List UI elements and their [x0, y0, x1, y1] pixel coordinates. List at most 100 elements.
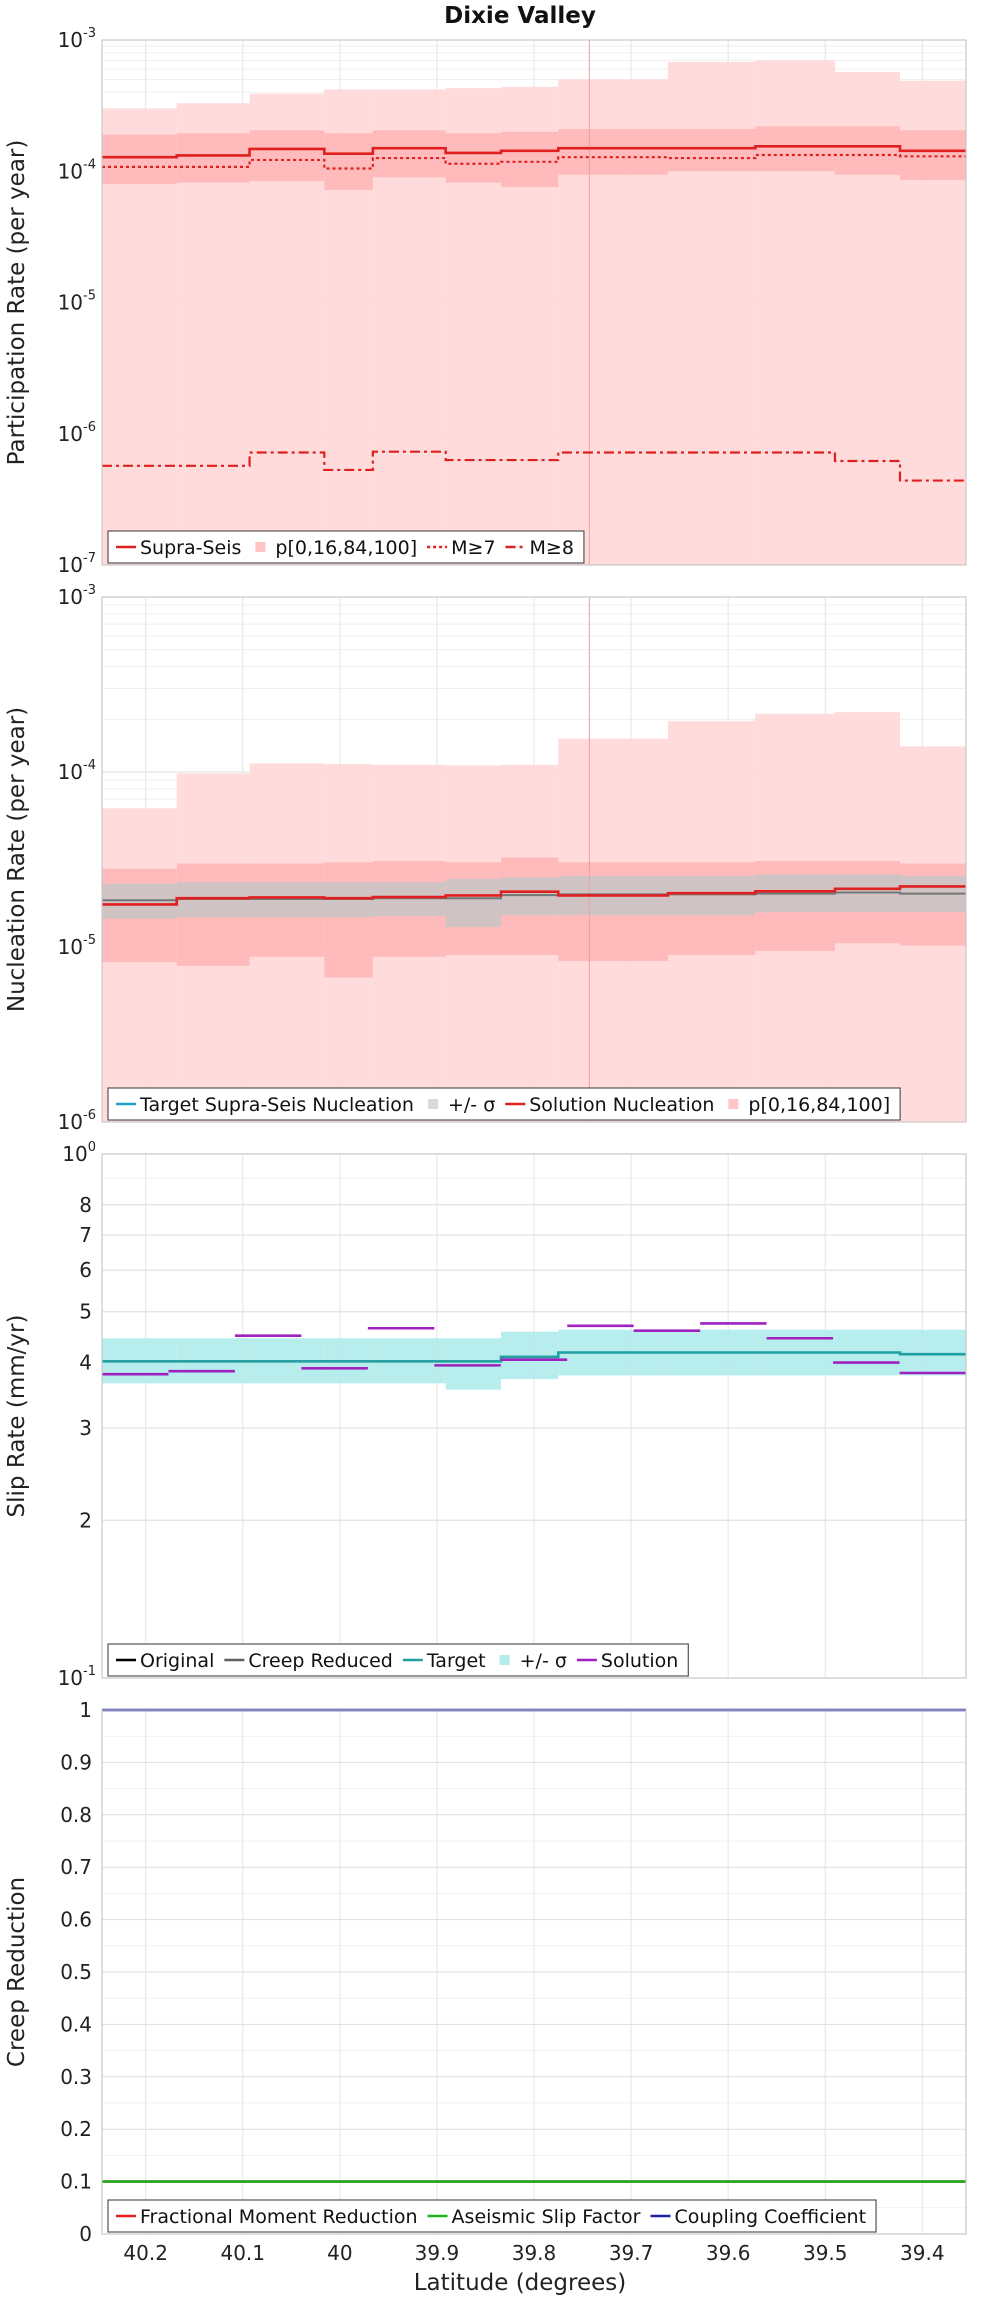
- legend-label: M≥7: [451, 537, 495, 559]
- y-tick-label: 10-5: [58, 933, 96, 959]
- y-tick-label: 2: [79, 1508, 92, 1532]
- legend-label: Creep Reduced: [248, 1650, 392, 1672]
- band-2-0: [899, 1329, 966, 1376]
- legend-label: Original: [140, 1650, 214, 1672]
- legend-swatch: [499, 1655, 510, 1665]
- y-tick-label: 3: [79, 1416, 92, 1440]
- y-tick-label: 1: [79, 1698, 92, 1722]
- y-tick-label: 10-5: [58, 289, 96, 315]
- band-0-1: [102, 134, 177, 184]
- band-2-0: [445, 1338, 501, 1390]
- band-0-1: [176, 133, 250, 183]
- x-tick-label: 39.8: [512, 2241, 557, 2265]
- legend-swatch: [728, 1099, 739, 1109]
- band-0-1: [899, 130, 966, 180]
- y-tick-label: 6: [79, 1258, 92, 1282]
- x-tick-label: 40.1: [220, 2241, 265, 2265]
- series-0-2: [102, 450, 966, 482]
- y-tick-label: 5: [79, 1300, 92, 1324]
- band-0-1: [834, 126, 900, 175]
- plot-frame: [101, 1709, 967, 2235]
- creep-reduction-panel: 0 0.1 0.2 0.3 0.4 0.5 0.6 0.7 0.8 0.9 1 Creep Reduc…: [4, 1698, 967, 2265]
- x-tick-label: 39.9: [415, 2241, 460, 2265]
- y-tick-label: 10-3: [58, 583, 96, 609]
- y-tick-label: 10-6: [58, 1108, 96, 1134]
- y-tick-label: 10-6: [58, 420, 96, 446]
- legend-label: +/- σ: [448, 1094, 495, 1116]
- series-0-0: [102, 144, 966, 159]
- x-tick-label: 39.5: [803, 2241, 848, 2265]
- y-tick-label: 10-4: [58, 758, 96, 784]
- y-tick-label: 10-4: [58, 157, 96, 183]
- y-tick-label: 0.7: [60, 1855, 92, 1879]
- x-tick-label: 40.2: [123, 2241, 168, 2265]
- figure-title: Dixie Valley: [444, 3, 596, 29]
- y-tick-label: 8: [79, 1193, 92, 1217]
- y-axis-label: Creep Reduction: [4, 1877, 30, 2067]
- band-0-1: [755, 126, 835, 172]
- band-0-1: [500, 131, 559, 187]
- y-tick-label: 0.6: [60, 1908, 92, 1932]
- band-0-1: [372, 130, 446, 178]
- y-tick-label: 4: [79, 1351, 92, 1375]
- legend-label: Coupling Coefficient: [674, 2206, 866, 2228]
- y-tick-label: 10-7: [58, 551, 96, 577]
- legend-label: Aseismic Slip Factor: [452, 2206, 641, 2228]
- band-0-1: [558, 128, 668, 175]
- band-2-0: [500, 1331, 559, 1380]
- y-axis-label: Slip Rate (mm/yr): [4, 1315, 30, 1518]
- legend-label: M≥8: [530, 537, 574, 559]
- legend: Fractional Moment Reduction Aseismic Slip…: [107, 2199, 877, 2233]
- plot-frame: [101, 39, 967, 566]
- series-1-1: [102, 885, 966, 906]
- band-1-2: [500, 877, 559, 916]
- legend-label: Supra-Seis: [140, 537, 241, 559]
- band-0-1: [667, 128, 756, 172]
- legend-label: Target Supra-Seis Nucleation: [139, 1094, 414, 1116]
- series-2-2: [102, 1351, 966, 1363]
- x-axis-label: Latitude (degrees): [414, 2270, 627, 2296]
- legend-box: [107, 2199, 877, 2233]
- y-tick-label: 0.1: [60, 2170, 92, 2194]
- legend-box: [107, 1087, 901, 1121]
- y-axis-label: Nucleation Rate (per year): [4, 707, 30, 1012]
- band-0-0: [102, 108, 177, 565]
- slip-rate-panel: 10-1 2 3 4 5 6 7 8 100 Slip Rate (mm/yr) Original C…: [4, 1140, 967, 1690]
- band-0-1: [249, 130, 325, 182]
- band-0-1: [324, 133, 373, 190]
- nucleation-rate-panel: 10-6 10-5 10-4 10-3 Nucleation Rate (per yea…: [4, 583, 967, 1134]
- y-tick-label: 0.2: [60, 2117, 92, 2141]
- participation-rate-panel: 10-7 10-6 10-5 10-4 10-3 Participation Rate (…: [4, 26, 967, 577]
- legend-label: p[0,16,84,100]: [275, 537, 417, 559]
- legend-label: p[0,16,84,100]: [748, 1094, 890, 1116]
- legend-label: Solution: [601, 1650, 678, 1672]
- x-tick-label: 40: [327, 2241, 352, 2265]
- band-1-0: [102, 808, 177, 1122]
- y-tick-label: 10-1: [58, 1664, 96, 1690]
- y-tick-label: 0.5: [60, 1960, 92, 1984]
- plot-frame: [101, 596, 967, 1123]
- legend-swatch: [255, 542, 266, 552]
- x-tick-label: 39.6: [706, 2241, 751, 2265]
- x-tick-label: 39.4: [900, 2241, 945, 2265]
- legend-swatch: [427, 1099, 438, 1109]
- legend-box: [107, 530, 585, 564]
- legend-label: Solution Nucleation: [529, 1094, 714, 1116]
- legend-label: +/- σ: [520, 1650, 567, 1672]
- band-1-2: [445, 878, 501, 928]
- y-tick-label: 7: [79, 1223, 92, 1247]
- band-1-2: [667, 875, 756, 916]
- legend: Supra-Seis p[0,16,84,100] M≥7 M≥8: [107, 530, 585, 564]
- y-tick-label: 0.4: [60, 2012, 92, 2036]
- y-tick-label: 0.9: [60, 1750, 92, 1774]
- x-tick-label: 39.7: [609, 2241, 654, 2265]
- legend: Target Supra-Seis Nucleation +/- σ Solutio…: [107, 1087, 901, 1121]
- band-1-1: [324, 862, 373, 978]
- series-0-1: [102, 153, 966, 170]
- legend: Original Creep Reduced Target +/- σ Solution: [107, 1643, 689, 1677]
- y-tick-label: 10-3: [58, 26, 96, 52]
- y-tick-label: 0: [79, 2222, 92, 2246]
- band-0-1: [445, 133, 501, 183]
- plot-frame: [101, 1153, 967, 1679]
